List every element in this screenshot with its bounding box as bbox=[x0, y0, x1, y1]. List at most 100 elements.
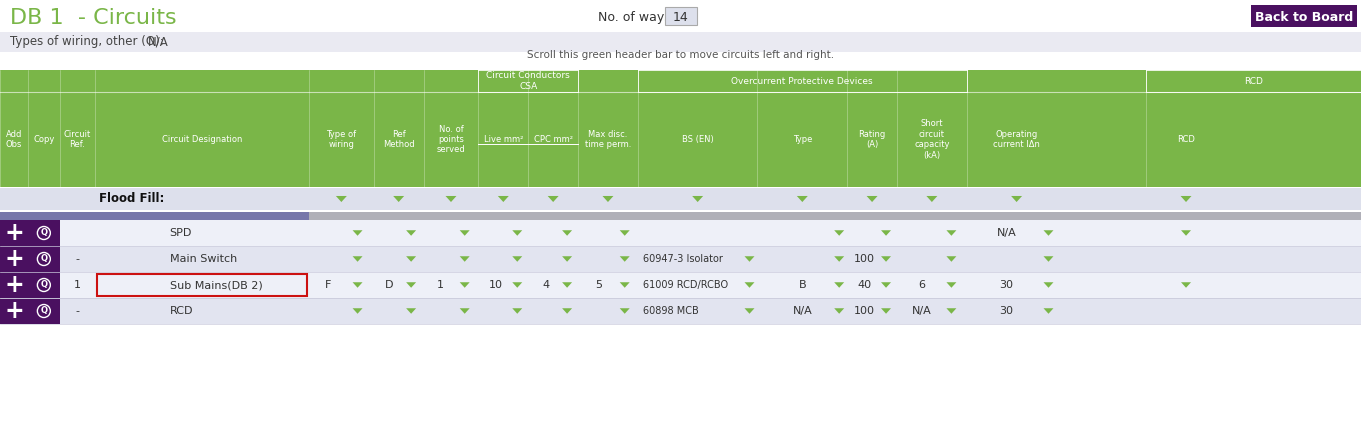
FancyBboxPatch shape bbox=[0, 70, 1362, 187]
FancyBboxPatch shape bbox=[665, 7, 697, 25]
Polygon shape bbox=[1182, 282, 1191, 288]
Text: 6: 6 bbox=[918, 280, 925, 290]
Text: Ref
Method: Ref Method bbox=[382, 130, 414, 149]
Text: Sub Mains(DB 2): Sub Mains(DB 2) bbox=[169, 280, 262, 290]
Text: BS (EN): BS (EN) bbox=[682, 135, 713, 144]
Text: F: F bbox=[325, 280, 332, 290]
Polygon shape bbox=[620, 308, 630, 314]
Text: Rating
(A): Rating (A) bbox=[858, 130, 885, 149]
Polygon shape bbox=[445, 196, 456, 202]
Polygon shape bbox=[406, 256, 417, 262]
Text: 10: 10 bbox=[489, 280, 503, 290]
Text: RCD: RCD bbox=[1244, 77, 1264, 86]
Polygon shape bbox=[1044, 230, 1053, 236]
Polygon shape bbox=[620, 282, 630, 288]
Text: 60898 MCB: 60898 MCB bbox=[643, 306, 698, 316]
FancyBboxPatch shape bbox=[0, 32, 1362, 52]
Text: Q: Q bbox=[41, 228, 48, 237]
Polygon shape bbox=[744, 308, 754, 314]
Polygon shape bbox=[336, 196, 347, 202]
Polygon shape bbox=[406, 282, 417, 288]
Polygon shape bbox=[881, 308, 891, 314]
FancyBboxPatch shape bbox=[0, 272, 60, 298]
Polygon shape bbox=[406, 230, 417, 236]
Polygon shape bbox=[512, 256, 522, 262]
Text: RCD: RCD bbox=[1177, 135, 1195, 144]
Polygon shape bbox=[620, 230, 630, 236]
Text: Scroll this green header bar to move circuits left and right.: Scroll this green header bar to move cir… bbox=[527, 49, 835, 59]
Text: N/A: N/A bbox=[911, 306, 932, 316]
FancyBboxPatch shape bbox=[0, 188, 1362, 210]
Text: 40: 40 bbox=[858, 280, 872, 290]
Text: Flood Fill:: Flood Fill: bbox=[100, 193, 164, 206]
Circle shape bbox=[36, 224, 52, 242]
Polygon shape bbox=[947, 230, 956, 236]
Polygon shape bbox=[563, 256, 572, 262]
Polygon shape bbox=[1180, 196, 1191, 202]
Text: Types of wiring, other (O):: Types of wiring, other (O): bbox=[10, 36, 164, 49]
FancyBboxPatch shape bbox=[0, 220, 1362, 246]
Text: Operating
current IΔn: Operating current IΔn bbox=[993, 130, 1040, 149]
Text: Circuit Conductors
CSA: Circuit Conductors CSA bbox=[486, 71, 570, 91]
Text: SPD: SPD bbox=[169, 228, 193, 238]
FancyBboxPatch shape bbox=[0, 212, 309, 220]
Polygon shape bbox=[393, 196, 404, 202]
Text: +: + bbox=[4, 273, 23, 297]
Polygon shape bbox=[352, 282, 362, 288]
Polygon shape bbox=[947, 308, 956, 314]
Polygon shape bbox=[947, 282, 956, 288]
Text: Q: Q bbox=[41, 307, 48, 316]
Text: DB 1  - Circuits: DB 1 - Circuits bbox=[10, 7, 176, 28]
Text: Circuit
Ref.: Circuit Ref. bbox=[64, 130, 92, 149]
Polygon shape bbox=[497, 196, 508, 202]
Text: Q: Q bbox=[41, 280, 48, 289]
Polygon shape bbox=[1011, 196, 1022, 202]
Polygon shape bbox=[563, 230, 572, 236]
Polygon shape bbox=[1044, 308, 1053, 314]
Polygon shape bbox=[947, 256, 956, 262]
Text: Add
Obs: Add Obs bbox=[5, 130, 22, 149]
Text: 1: 1 bbox=[437, 280, 444, 290]
Polygon shape bbox=[881, 282, 891, 288]
Polygon shape bbox=[835, 256, 844, 262]
Polygon shape bbox=[744, 256, 754, 262]
Polygon shape bbox=[1044, 282, 1053, 288]
Text: Copy: Copy bbox=[33, 135, 55, 144]
FancyBboxPatch shape bbox=[0, 246, 1362, 272]
Text: 100: 100 bbox=[854, 254, 876, 264]
FancyBboxPatch shape bbox=[0, 298, 1362, 324]
Text: N/A: N/A bbox=[148, 36, 168, 49]
FancyBboxPatch shape bbox=[1251, 5, 1358, 27]
Polygon shape bbox=[460, 230, 470, 236]
Polygon shape bbox=[796, 196, 807, 202]
Text: +: + bbox=[4, 221, 23, 245]
Text: 30: 30 bbox=[1000, 306, 1014, 316]
Polygon shape bbox=[835, 230, 844, 236]
Text: D: D bbox=[384, 280, 393, 290]
Text: 5: 5 bbox=[596, 280, 602, 290]
Polygon shape bbox=[866, 196, 877, 202]
Polygon shape bbox=[548, 196, 559, 202]
Text: Type of
wiring: Type of wiring bbox=[326, 130, 357, 149]
Polygon shape bbox=[512, 230, 522, 236]
Polygon shape bbox=[563, 282, 572, 288]
Polygon shape bbox=[620, 256, 630, 262]
Text: 100: 100 bbox=[854, 306, 876, 316]
Polygon shape bbox=[512, 282, 522, 288]
Polygon shape bbox=[744, 282, 754, 288]
Text: Overcurrent Protective Devices: Overcurrent Protective Devices bbox=[732, 77, 873, 86]
Polygon shape bbox=[602, 196, 613, 202]
Text: 61009 RCD/RCBO: 61009 RCD/RCBO bbox=[643, 280, 728, 290]
Text: 60947-3 Isolator: 60947-3 Isolator bbox=[643, 254, 723, 264]
Polygon shape bbox=[693, 196, 703, 202]
Polygon shape bbox=[1044, 256, 1053, 262]
Text: Live mm²: Live mm² bbox=[484, 135, 523, 144]
Text: -: - bbox=[75, 306, 79, 316]
Circle shape bbox=[36, 276, 52, 294]
Text: 4: 4 bbox=[542, 280, 549, 290]
Text: -: - bbox=[75, 254, 79, 264]
Text: CPC mm²: CPC mm² bbox=[534, 135, 572, 144]
Text: Short
circuit
capacity
(kA): Short circuit capacity (kA) bbox=[914, 120, 949, 160]
Polygon shape bbox=[835, 308, 844, 314]
Polygon shape bbox=[835, 282, 844, 288]
